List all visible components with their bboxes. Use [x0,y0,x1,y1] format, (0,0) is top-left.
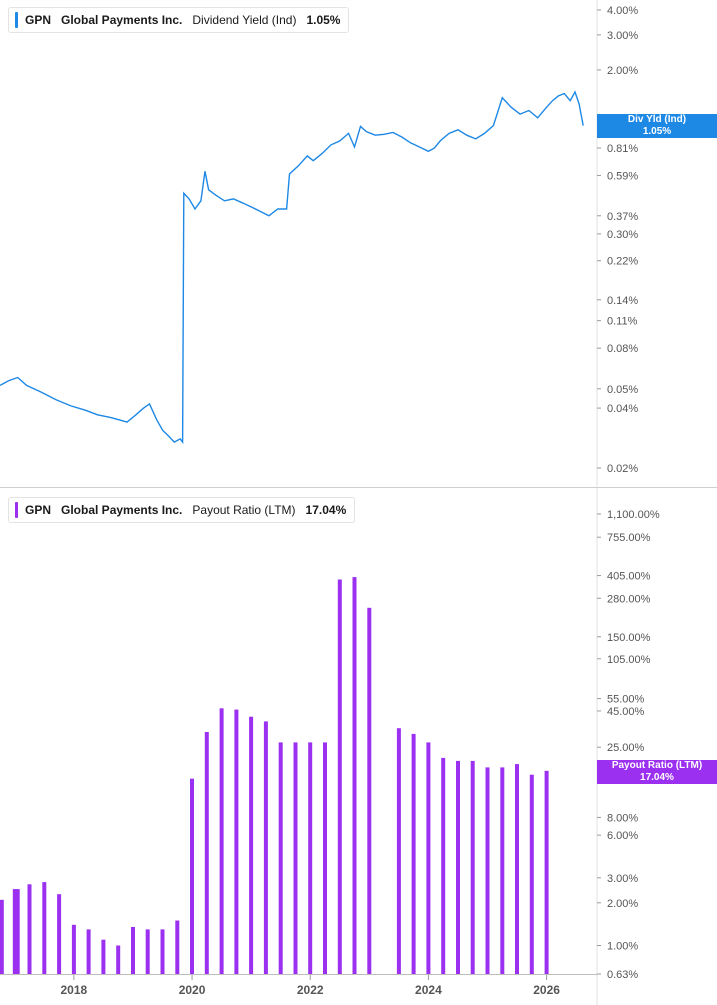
payout-ratio-panel: 1,100.00% 755.00% 405.00% 280.00% 150.00% 105… [0,488,660,1005]
payout-bar [160,929,165,974]
payout-bar [308,742,313,974]
tag-label: Div Yld (Ind) [627,114,687,125]
payout-bar [411,733,416,974]
payout-bar [470,760,475,974]
y-tick-label: 3.00% [607,873,638,885]
payout-bar [12,889,17,974]
legend-company: Global Payments Inc. [61,503,183,517]
payout-bar [0,899,4,974]
payout-bar [190,778,194,974]
payout-bar [249,716,254,974]
y-tick-label: 3.00% [607,30,638,42]
payout-ratio-bars [0,577,549,974]
payout-bar [396,728,401,974]
payout-bar [219,708,224,974]
legend-value: 1.05% [306,13,341,27]
y-tick-label: 0.02% [607,463,638,475]
y-tick-label: 405.00% [607,571,651,583]
y-tick-label: 0.81% [607,143,638,155]
payout-bar [234,709,239,974]
y-tick-label: 8.00% [607,812,638,824]
bottom-y-axis-ticks: 1,100.00% 755.00% 405.00% 280.00% 150.00% 105… [597,509,660,981]
x-tick-label: 2024 [415,983,442,997]
y-tick-label: 0.11% [607,316,638,328]
tag-value: 1.05% [642,126,672,137]
x-tick-label: 2022 [297,983,324,997]
payout-bar [57,894,62,974]
top-y-axis-ticks: 4.00% 3.00% 2.00% 0.81% 0.59% 0.37% 0.30% 0.22%… [597,5,638,475]
y-tick-label: 1.00% [607,941,638,953]
bottom-legend[interactable]: GPN Global Payments Inc. Payout Ratio (L… [8,497,356,523]
x-tick-label: 2018 [61,983,88,997]
series-color-swatch [15,502,18,518]
payout-bar [71,924,76,974]
legend-value: 17.04% [305,503,347,517]
y-tick-label: 0.30% [607,229,638,241]
legend-metric: Dividend Yield (Ind) [192,13,297,27]
payout-bar [293,742,298,974]
y-tick-label: 0.63% [607,969,638,981]
y-tick-label: 150.00% [607,632,651,644]
y-tick-label: 755.00% [607,532,651,544]
tag-label: Payout Ratio (LTM) [611,760,703,771]
payout-bar [131,927,135,974]
y-tick-label: 105.00% [607,654,651,666]
payout-bar [175,920,180,974]
series-color-swatch [15,12,18,28]
last-value-tag-yield: Div Yld (Ind) 1.05% [597,114,717,138]
payout-bar [544,770,549,974]
legend-ticker: GPN [25,13,52,27]
payout-bar [485,767,490,974]
payout-bar [204,732,209,974]
legend-metric: Payout Ratio (LTM) [192,503,296,517]
payout-bar [426,742,431,974]
payout-bar [42,882,47,974]
payout-bar [101,939,106,974]
legend-ticker: GPN [25,503,52,517]
y-tick-label: 25.00% [607,742,645,754]
x-tick-label: 2026 [533,983,560,997]
y-tick-label: 0.05% [607,384,638,396]
payout-bar [15,889,20,974]
top-legend[interactable]: GPN Global Payments Inc. Dividend Yield … [8,7,350,33]
y-tick-label: 0.37% [607,211,638,223]
y-tick-label: 6.00% [607,830,638,842]
payout-bar [515,764,519,974]
y-tick-label: 0.04% [607,403,638,415]
x-tick-label: 2020 [179,983,206,997]
y-tick-label: 0.14% [607,295,638,307]
payout-bar [337,579,342,974]
last-value-tag-payout: Payout Ratio (LTM) 17.04% [597,760,717,784]
payout-bar [263,721,268,974]
payout-bar [145,929,150,974]
y-tick-label: 2.00% [607,898,638,910]
payout-bar [456,760,460,974]
y-tick-label: 45.00% [607,706,645,718]
dividend-yield-panel: 4.00% 3.00% 2.00% 0.81% 0.59% 0.37% 0.30% 0.22%… [0,0,638,487]
dividend-yield-series-line [0,90,584,445]
payout-bar [278,742,283,974]
payout-bar [323,742,327,974]
y-tick-label: 1,100.00% [607,509,660,521]
y-tick-label: 0.59% [607,170,638,182]
payout-bar [500,767,505,974]
tag-value: 17.04% [640,772,674,783]
payout-bar [529,774,534,974]
payout-bar [27,884,32,974]
x-axis-ticks: 2018 2020 2022 2024 2026 [0,974,597,997]
legend-company: Global Payments Inc. [61,13,183,27]
payout-bar [116,945,121,974]
payout-bar [86,929,91,974]
y-tick-label: 280.00% [607,593,651,605]
payout-bar [441,757,446,974]
y-tick-label: 2.00% [607,65,638,77]
payout-bar [367,607,372,974]
y-tick-label: 55.00% [607,694,645,706]
y-tick-label: 4.00% [607,5,638,17]
payout-bar [352,577,357,974]
y-tick-label: 0.08% [607,343,638,355]
y-tick-label: 0.22% [607,256,638,268]
